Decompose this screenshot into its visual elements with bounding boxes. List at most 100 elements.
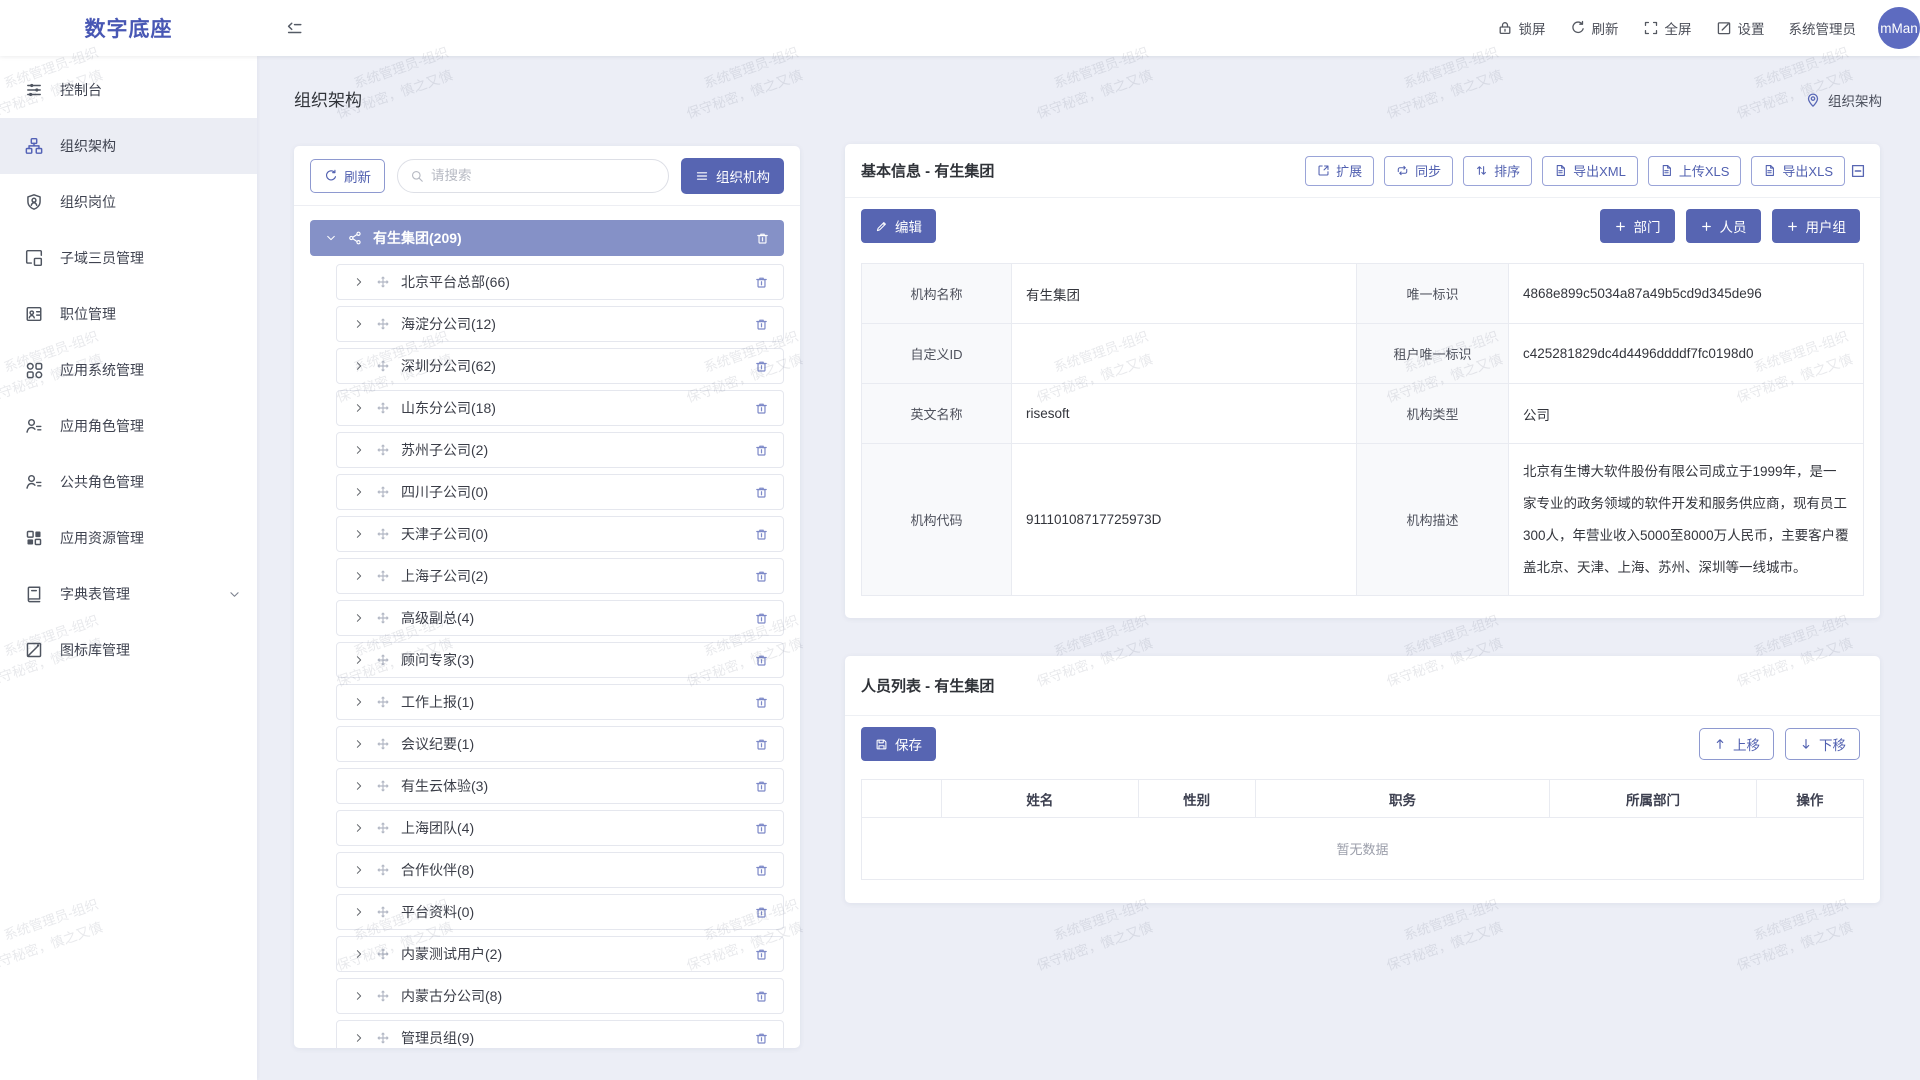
drag-handle-icon[interactable] — [376, 569, 390, 583]
drag-handle-icon[interactable] — [376, 989, 390, 1003]
chevron-right-icon[interactable] — [353, 780, 365, 792]
drag-handle-icon[interactable] — [376, 485, 390, 499]
trash-icon[interactable] — [754, 401, 769, 416]
toolbar-button[interactable]: 同步 — [1384, 155, 1454, 186]
trash-icon[interactable] — [754, 611, 769, 626]
trash-icon[interactable] — [755, 231, 770, 246]
chevron-right-icon[interactable] — [353, 612, 365, 624]
tree-item[interactable]: 平台资料(0) — [336, 894, 784, 930]
tree-root-node[interactable]: 有生集团(209) — [310, 220, 784, 256]
drag-handle-icon[interactable] — [376, 1031, 390, 1045]
edit-button[interactable]: 编辑 — [861, 209, 936, 243]
drag-handle-icon[interactable] — [376, 947, 390, 961]
topbar-action[interactable]: 设置 — [1716, 18, 1765, 38]
tree-item[interactable]: 上海子公司(2) — [336, 558, 784, 594]
menu-fold-icon[interactable] — [285, 19, 303, 37]
drag-handle-icon[interactable] — [376, 695, 390, 709]
chevron-right-icon[interactable] — [353, 402, 365, 414]
tree-item[interactable]: 山东分公司(18) — [336, 390, 784, 426]
tree-item[interactable]: 内蒙古分公司(8) — [336, 978, 784, 1014]
sidebar-item[interactable]: 应用系统管理 — [0, 342, 257, 398]
chevron-right-icon[interactable] — [353, 864, 365, 876]
drag-handle-icon[interactable] — [376, 737, 390, 751]
chevron-right-icon[interactable] — [353, 654, 365, 666]
save-button[interactable]: 保存 — [861, 727, 936, 761]
tree-item[interactable]: 顾问专家(3) — [336, 642, 784, 678]
refresh-button[interactable]: 刷新 — [310, 158, 385, 193]
drag-handle-icon[interactable] — [376, 275, 390, 289]
tree-item[interactable]: 管理员组(9) — [336, 1020, 784, 1048]
chevron-right-icon[interactable] — [353, 486, 365, 498]
chevron-right-icon[interactable] — [353, 990, 365, 1002]
drag-handle-icon[interactable] — [376, 401, 390, 415]
chevron-right-icon[interactable] — [353, 738, 365, 750]
tree-item[interactable]: 内蒙测试用户(2) — [336, 936, 784, 972]
trash-icon[interactable] — [754, 1031, 769, 1046]
topbar-action[interactable]: 刷新 — [1570, 18, 1619, 38]
add-button[interactable]: 部门 — [1599, 209, 1675, 243]
tree-item[interactable]: 苏州子公司(2) — [336, 432, 784, 468]
tree-item[interactable]: 高级副总(4) — [336, 600, 784, 636]
sidebar-item[interactable]: 应用资源管理 — [0, 510, 257, 566]
search-input[interactable] — [431, 168, 656, 183]
chevron-right-icon[interactable] — [353, 1032, 365, 1044]
tree-item[interactable]: 有生云体验(3) — [336, 768, 784, 804]
chevron-right-icon[interactable] — [353, 444, 365, 456]
trash-icon[interactable] — [754, 737, 769, 752]
drag-handle-icon[interactable] — [376, 653, 390, 667]
topbar-action[interactable]: 锁屏 — [1497, 18, 1546, 38]
toolbar-button[interactable]: 导出XLS — [1751, 155, 1845, 186]
drag-handle-icon[interactable] — [376, 527, 390, 541]
chevron-right-icon[interactable] — [353, 360, 365, 372]
trash-icon[interactable] — [754, 863, 769, 878]
toolbar-button[interactable]: 扩展 — [1305, 155, 1375, 186]
tree-item[interactable]: 深圳分公司(62) — [336, 348, 784, 384]
chevron-right-icon[interactable] — [353, 276, 365, 288]
sidebar-item[interactable]: 图标库管理 — [0, 622, 257, 678]
trash-icon[interactable] — [754, 569, 769, 584]
chevron-right-icon[interactable] — [353, 906, 365, 918]
add-button[interactable]: 人员 — [1685, 209, 1761, 243]
sidebar-item[interactable]: 子域三员管理 — [0, 230, 257, 286]
sidebar-item[interactable]: 职位管理 — [0, 286, 257, 342]
add-button[interactable]: 用户组 — [1771, 209, 1860, 243]
topbar-action[interactable]: 系统管理员 — [1789, 18, 1857, 38]
topbar-action[interactable]: 全屏 — [1643, 18, 1692, 38]
trash-icon[interactable] — [754, 821, 769, 836]
drag-handle-icon[interactable] — [376, 905, 390, 919]
toolbar-button[interactable]: 排序 — [1463, 155, 1533, 186]
toolbar-button[interactable]: 上传XLS — [1647, 155, 1742, 186]
trash-icon[interactable] — [754, 989, 769, 1004]
trash-icon[interactable] — [754, 695, 769, 710]
tree-item[interactable]: 合作伙伴(8) — [336, 852, 784, 888]
drag-handle-icon[interactable] — [376, 317, 390, 331]
trash-icon[interactable] — [754, 443, 769, 458]
sidebar-item[interactable]: 组织架构 — [0, 118, 257, 174]
drag-handle-icon[interactable] — [376, 821, 390, 835]
toolbar-button[interactable]: 导出XML — [1542, 155, 1638, 186]
trash-icon[interactable] — [754, 947, 769, 962]
tree-item[interactable]: 天津子公司(0) — [336, 516, 784, 552]
chevron-right-icon[interactable] — [353, 318, 365, 330]
drag-handle-icon[interactable] — [376, 611, 390, 625]
trash-icon[interactable] — [754, 653, 769, 668]
tree-item[interactable]: 海淀分公司(12) — [336, 306, 784, 342]
tree-item[interactable]: 工作上报(1) — [336, 684, 784, 720]
collapse-panel-icon[interactable] — [1850, 163, 1866, 179]
sidebar-item[interactable]: 应用角色管理 — [0, 398, 257, 454]
tree-item[interactable]: 上海团队(4) — [336, 810, 784, 846]
tree-item[interactable]: 会议纪要(1) — [336, 726, 784, 762]
chevron-right-icon[interactable] — [353, 570, 365, 582]
sidebar-item[interactable]: 公共角色管理 — [0, 454, 257, 510]
chevron-right-icon[interactable] — [353, 948, 365, 960]
trash-icon[interactable] — [754, 317, 769, 332]
trash-icon[interactable] — [754, 527, 769, 542]
trash-icon[interactable] — [754, 359, 769, 374]
avatar[interactable]: mMan — [1878, 7, 1920, 49]
tree-item[interactable]: 四川子公司(0) — [336, 474, 784, 510]
move-up-button[interactable]: 上移 — [1699, 728, 1774, 760]
tree-item[interactable]: 北京平台总部(66) — [336, 264, 784, 300]
trash-icon[interactable] — [754, 779, 769, 794]
move-down-button[interactable]: 下移 — [1785, 728, 1860, 760]
drag-handle-icon[interactable] — [376, 359, 390, 373]
